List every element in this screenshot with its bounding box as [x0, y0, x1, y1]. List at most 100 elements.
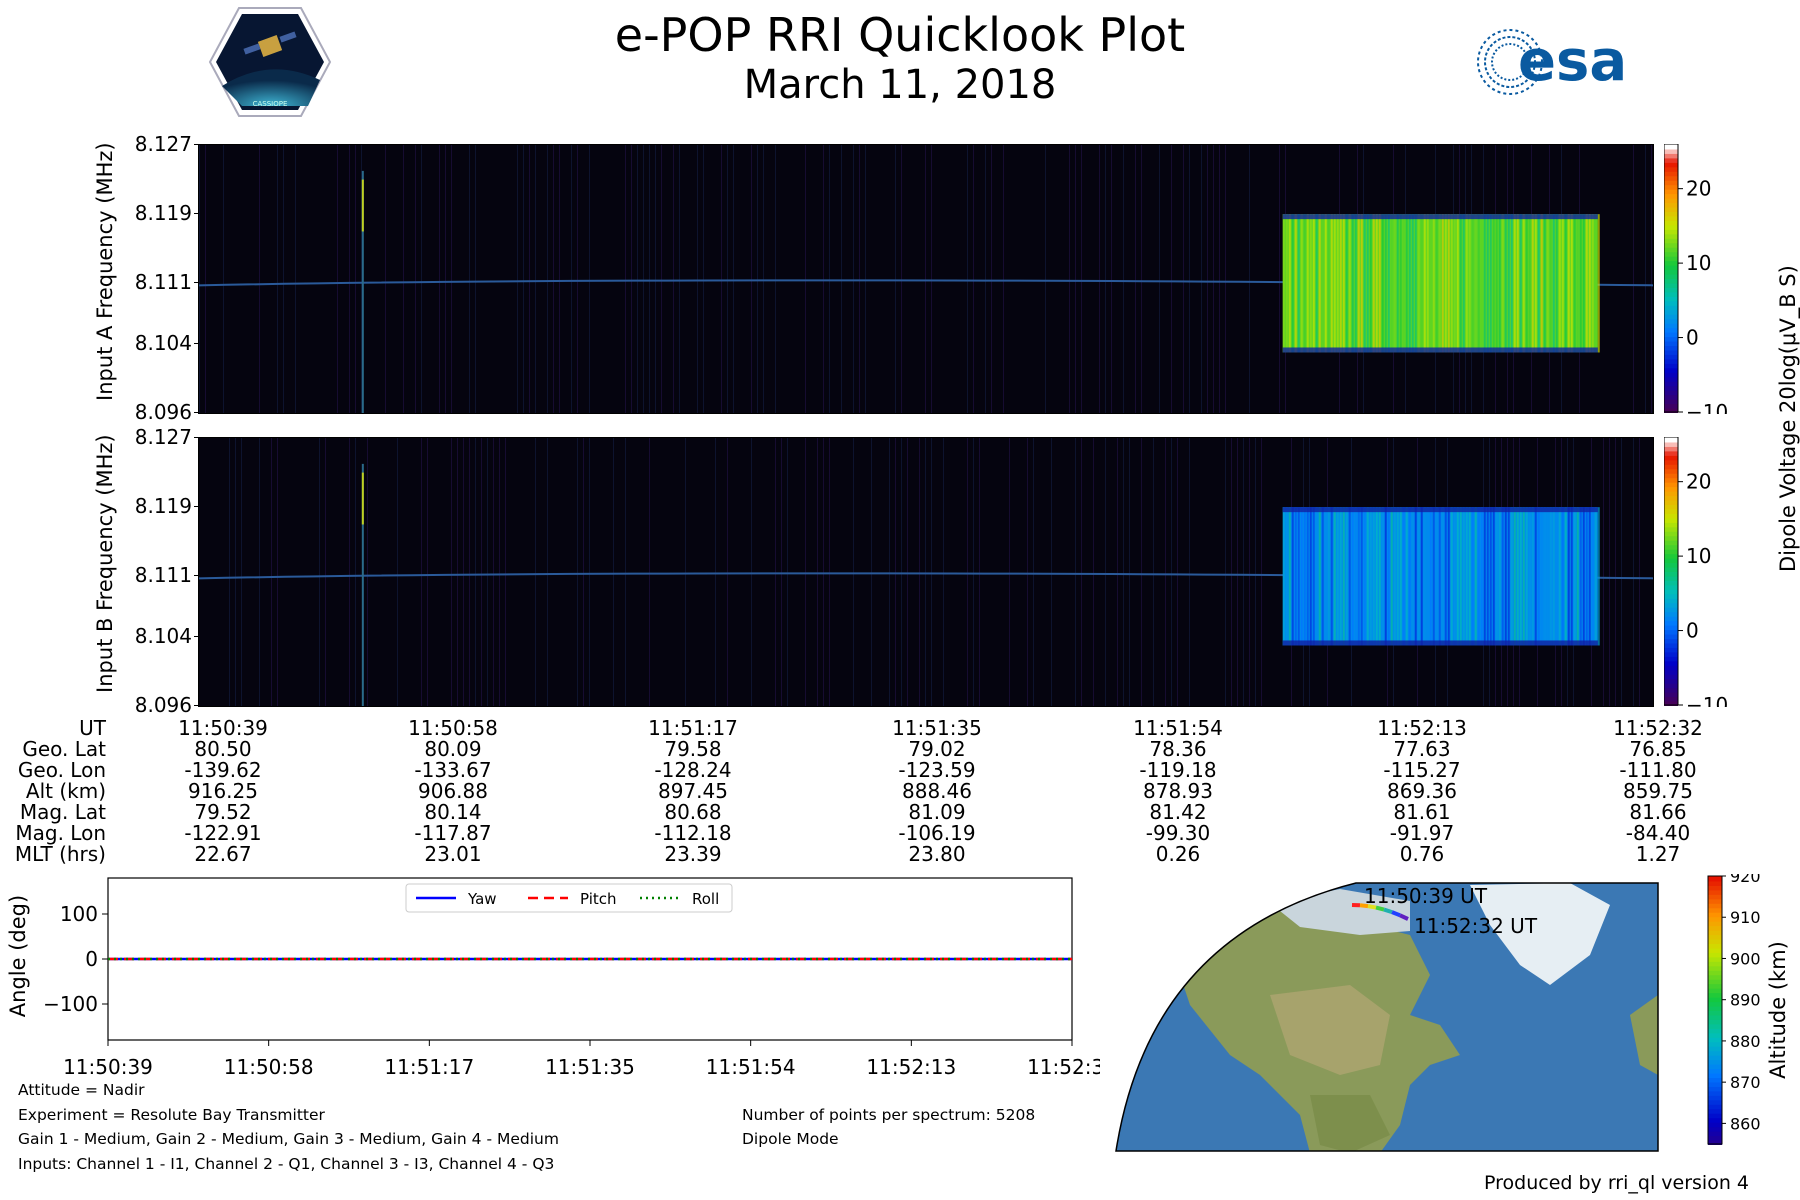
esa-logo-text: esa — [1518, 29, 1627, 94]
ytick-mark — [194, 506, 200, 508]
colorbar-tick-label: 20 — [1686, 470, 1711, 494]
ephemeris-row-label: Geo. Lat — [22, 737, 106, 761]
attitude-xtick-label: 11:51:54 — [706, 1055, 796, 1077]
altitude-tick-label: 860 — [1730, 1114, 1761, 1133]
ephemeris-cell: 81.61 — [1393, 800, 1451, 824]
colorbar-tick-label: −10 — [1686, 400, 1728, 414]
orbit-track-segment — [1399, 913, 1409, 921]
attitude-ytick-label: 100 — [60, 902, 98, 926]
attitude-ylabel: Angle (deg) — [6, 894, 30, 1018]
ephemeris-cell: 79.52 — [194, 800, 252, 824]
esa-logo: esa — [1477, 29, 1627, 95]
ytick-label: 8.096 — [134, 693, 192, 717]
ephemeris-cell: 80.50 — [194, 737, 252, 761]
ephemeris-cell: 878.93 — [1143, 779, 1213, 803]
ephemeris-cell: -139.62 — [184, 758, 262, 782]
input-a-colorbar: 20 10 0 −10 — [1664, 144, 1728, 414]
note-attitude: Attitude = Nadir — [18, 1081, 145, 1099]
ytick-mark — [194, 342, 200, 344]
ephemeris-cell: 0.26 — [1155, 842, 1201, 866]
ephemeris-cell: -91.97 — [1389, 821, 1455, 845]
ytick-mark — [194, 144, 200, 145]
orbit-track-segment — [1359, 903, 1369, 909]
ephemeris-cell: 80.14 — [424, 800, 482, 824]
ephemeris-cell: -128.24 — [654, 758, 732, 782]
ytick-label: 8.096 — [134, 400, 192, 424]
produced-by: Produced by rri_ql version 4 — [1484, 1172, 1749, 1194]
ephemeris-cell: 11:51:54 — [1133, 716, 1223, 740]
ephemeris-cell: 80.68 — [664, 800, 722, 824]
altitude-colorbar-frame — [1707, 875, 1723, 1145]
ephemeris-row-label: UT — [79, 716, 106, 740]
ephemeris-cell: -115.27 — [1383, 758, 1461, 782]
altitude-tick-label: 890 — [1730, 991, 1761, 1010]
ephemeris-cell: 23.39 — [664, 842, 722, 866]
page-subtitle: March 11, 2018 — [743, 62, 1057, 108]
orbit-track-segment — [1367, 904, 1377, 910]
ytick-mark — [194, 437, 200, 438]
attitude-xtick-label: 11:52:32 — [1027, 1055, 1100, 1077]
ephemeris-cell: 11:52:13 — [1377, 716, 1467, 740]
ephemeris-cell: 11:50:58 — [408, 716, 498, 740]
ephemeris-cell: -99.30 — [1145, 821, 1211, 845]
ephemeris-cell: 79.58 — [664, 737, 722, 761]
ytick-mark — [194, 575, 200, 577]
orbit-start-label: 11:50:39 UT — [1364, 884, 1488, 908]
colorbar-label: Dipole Voltage 20log(μV_B S) — [1776, 265, 1800, 572]
note-mode: Dipole Mode — [742, 1130, 839, 1148]
ephemeris-cell: 11:51:17 — [648, 716, 738, 740]
ytick-label: 8.127 — [134, 425, 192, 449]
orbit-end-label: 11:52:32 UT — [1414, 914, 1538, 938]
altitude-tick-label: 910 — [1730, 908, 1761, 927]
ephemeris-cell: 79.02 — [908, 737, 966, 761]
ephemeris-cell: 916.25 — [188, 779, 258, 803]
note-experiment: Experiment = Resolute Bay Transmitter — [18, 1106, 325, 1124]
ephemeris-cell: -133.67 — [414, 758, 492, 782]
ytick-mark — [194, 282, 200, 284]
altitude-tick-label: 900 — [1730, 949, 1761, 968]
ephemeris-cell: 888.46 — [902, 779, 972, 803]
ephemeris-row-label: Mag. Lon — [15, 821, 106, 845]
ephemeris-cell: -111.80 — [1619, 758, 1697, 782]
attitude-legend — [405, 883, 733, 913]
orbit-track-segment — [1375, 905, 1385, 912]
ephemeris-cell: 81.42 — [1149, 800, 1207, 824]
ephemeris-cell: 23.01 — [424, 842, 482, 866]
ephemeris-cell: 897.45 — [658, 779, 728, 803]
altitude-tick-label: 880 — [1730, 1032, 1761, 1051]
ephemeris-cell: -112.18 — [654, 821, 732, 845]
orbit-track-segment — [1383, 907, 1393, 915]
ytick-mark — [194, 412, 200, 413]
ytick-label: 8.127 — [134, 132, 192, 156]
ephemeris-table: UT 11:50:39 11:50:58 11:51:17 11:51:35 11:51:… — [0, 716, 1800, 866]
attitude-ytick-label: −100 — [43, 992, 98, 1016]
ephemeris-cell: 81.09 — [908, 800, 966, 824]
ephemeris-cell: 11:52:32 — [1613, 716, 1703, 740]
altitude-colorbar-label: Altitude (km) — [1766, 941, 1790, 1079]
ytick-label: 8.119 — [134, 494, 192, 519]
ytick-mark — [194, 635, 200, 637]
orbit-map: 11:50:39 UT 11:52:32 UT — [1115, 882, 1659, 1152]
ytick-label: 8.119 — [134, 201, 192, 226]
colorbar-tick-label: 0 — [1686, 619, 1699, 643]
ephemeris-cell: 11:51:35 — [892, 716, 982, 740]
ephemeris-cell: 23.80 — [908, 842, 966, 866]
ephemeris-cell: -119.18 — [1139, 758, 1217, 782]
note-inputs: Inputs: Channel 1 - I1, Channel 2 - Q1, … — [18, 1155, 555, 1173]
legend-label: Yaw — [467, 890, 497, 908]
ephemeris-row-label: Mag. Lat — [19, 800, 106, 824]
attitude-ytick-label: 0 — [85, 947, 98, 971]
ephemeris-cell: 11:50:39 — [178, 716, 268, 740]
ephemeris-row-label: MLT (hrs) — [14, 842, 106, 866]
ephemeris-row-label: Alt (km) — [25, 779, 106, 803]
ephemeris-cell: -106.19 — [898, 821, 976, 845]
ytick-mark — [194, 705, 200, 706]
note-gains: Gain 1 - Medium, Gain 2 - Medium, Gain 3… — [18, 1130, 559, 1148]
ephemeris-cell: 81.66 — [1629, 800, 1687, 824]
legend-label: Roll — [692, 890, 719, 908]
ephemeris-cell: 76.85 — [1629, 737, 1687, 761]
ephemeris-row-label: Geo. Lon — [17, 758, 106, 782]
altitude-colorbar: 920 910 900 890 880 870 860 — [1707, 874, 1761, 1145]
map-border — [1115, 882, 1659, 1152]
altitude-tick-label: 920 — [1730, 874, 1761, 886]
